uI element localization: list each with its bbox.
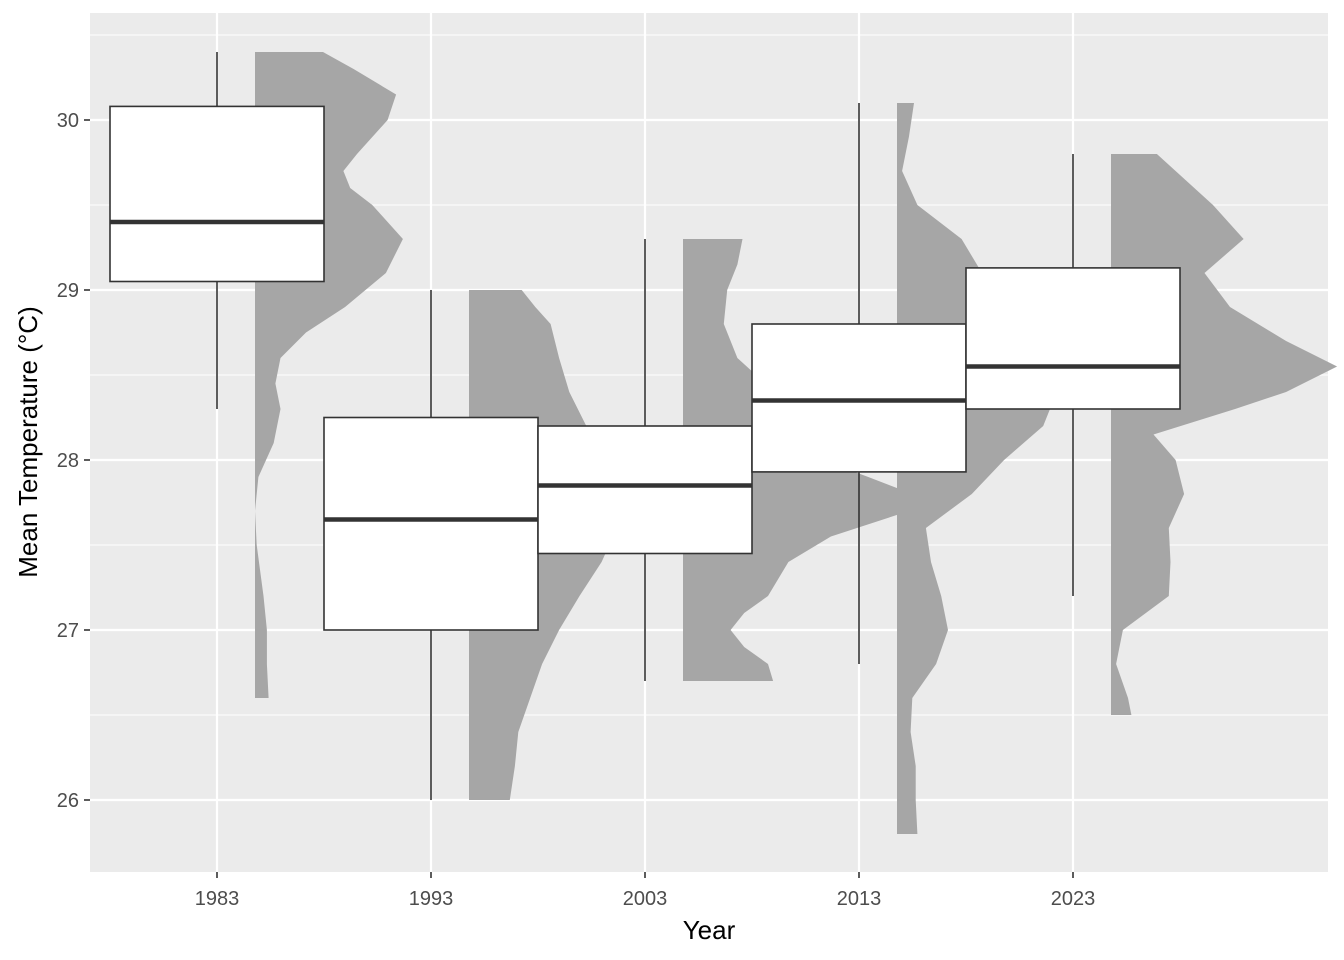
boxplot-1993	[323, 290, 539, 800]
x-tick-label: 2013	[837, 888, 882, 910]
boxplot-2023	[965, 154, 1181, 596]
boxplots	[109, 52, 1181, 800]
box-iqr	[537, 425, 753, 555]
y-tick-label: 27	[57, 620, 79, 642]
boxplot-2013	[751, 103, 967, 664]
x-tick-label: 1983	[195, 888, 240, 910]
boxplot-1983	[109, 52, 325, 409]
density-cloud-2013	[897, 103, 1050, 834]
y-axis-title: Mean Temperature (°C)	[13, 306, 43, 577]
y-axis: 26 27 28 29 30	[57, 110, 90, 812]
y-tick-label: 29	[57, 280, 79, 302]
x-tick-label: 2003	[623, 888, 668, 910]
box-iqr	[751, 323, 967, 473]
y-tick-label: 26	[57, 790, 79, 812]
y-tick-label: 28	[57, 450, 79, 472]
x-tick-label: 2023	[1051, 888, 1096, 910]
x-tick-label: 1993	[409, 888, 454, 910]
boxplot-2003	[537, 239, 753, 681]
x-axis: 1983 1993 2003 2013 2023	[195, 872, 1096, 910]
box-iqr	[965, 267, 1181, 410]
box-iqr	[323, 416, 539, 631]
x-axis-title: Year	[683, 915, 736, 945]
y-tick-label: 30	[57, 110, 79, 132]
box-iqr	[109, 105, 325, 283]
